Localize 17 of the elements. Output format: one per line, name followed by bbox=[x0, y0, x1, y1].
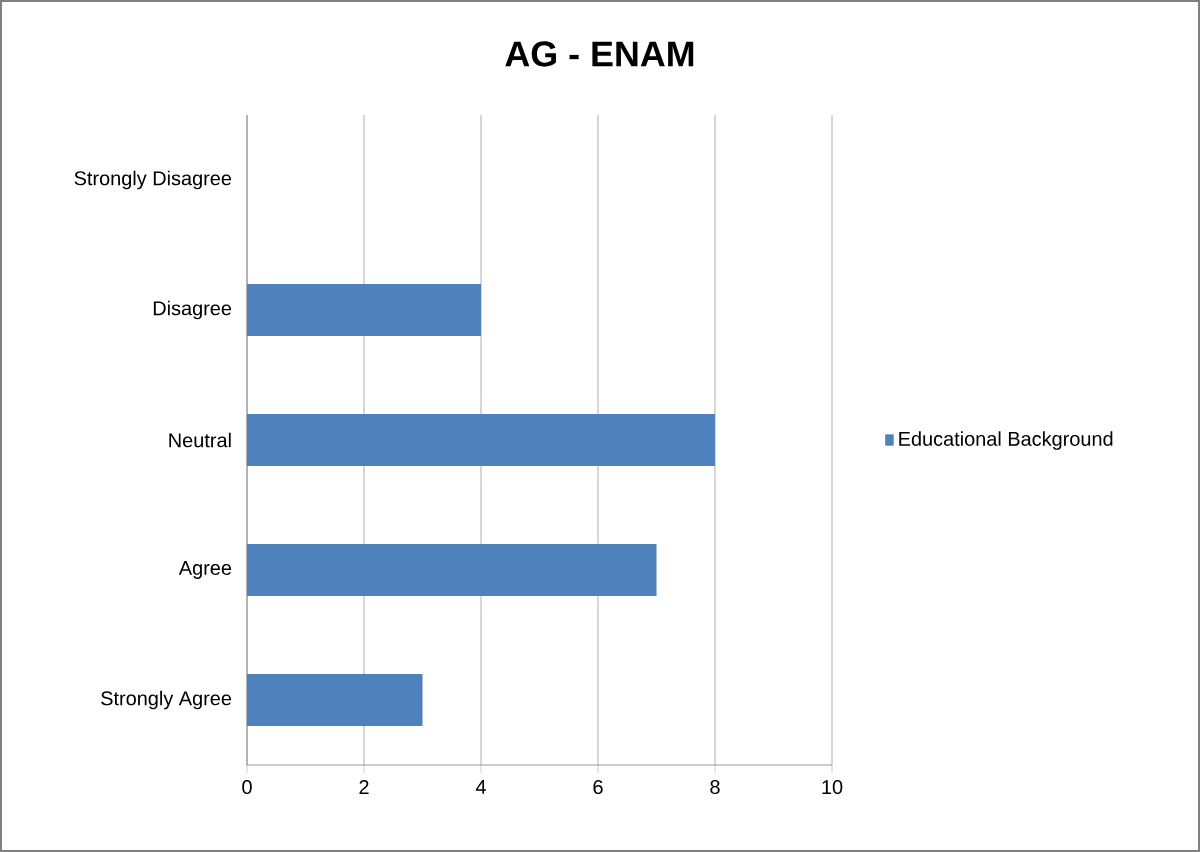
y-tick-label: Disagree bbox=[153, 300, 232, 320]
x-tick-label: 2 bbox=[359, 780, 369, 794]
chart-title: AG - ENAM bbox=[505, 41, 694, 67]
x-tick-label: 0 bbox=[242, 780, 252, 795]
legend-label: Educational Background bbox=[899, 431, 1113, 450]
x-tick-label: 6 bbox=[593, 780, 603, 795]
y-tick-label: Strongly Disagree bbox=[74, 170, 232, 190]
y-tick-label: Neutral bbox=[169, 432, 231, 448]
bar bbox=[247, 674, 423, 727]
x-tick-label: 8 bbox=[710, 780, 720, 795]
bar bbox=[247, 284, 482, 337]
x-tick-label: 10 bbox=[822, 780, 843, 795]
x-tick-label: 4 bbox=[475, 780, 486, 794]
y-tick-label: Agree bbox=[178, 561, 232, 579]
bar bbox=[247, 414, 716, 467]
bar bbox=[247, 544, 657, 597]
y-tick-label: Strongly Agree bbox=[101, 690, 232, 710]
